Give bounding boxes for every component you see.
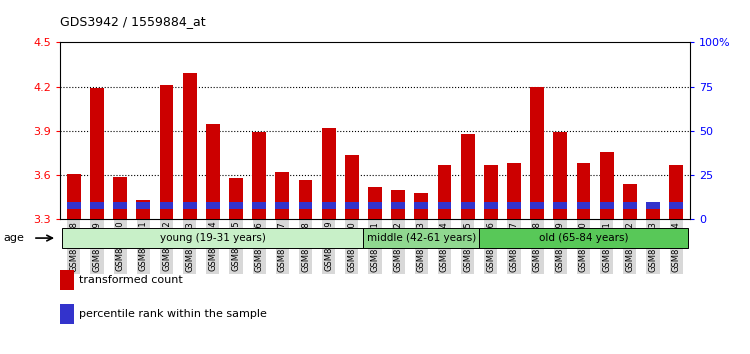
Text: GDS3942 / 1559884_at: GDS3942 / 1559884_at [60, 15, 206, 28]
Bar [437, 165, 452, 219]
Bar [646, 202, 660, 209]
Bar [136, 200, 150, 219]
Bar [554, 202, 567, 209]
Bar [229, 178, 243, 219]
Bar [229, 202, 243, 209]
Bar [364, 228, 479, 248]
Bar [136, 202, 150, 209]
Bar [479, 228, 688, 248]
Bar [206, 202, 220, 209]
Bar [252, 202, 266, 209]
Bar [183, 202, 196, 209]
Bar [669, 202, 683, 209]
Bar [554, 132, 567, 219]
Bar [600, 202, 613, 209]
Text: middle (42-61 years): middle (42-61 years) [367, 233, 476, 243]
Bar [206, 124, 220, 219]
Bar [484, 202, 498, 209]
Bar [392, 202, 405, 209]
Bar [577, 202, 590, 209]
Bar [392, 190, 405, 219]
Bar [322, 128, 335, 219]
Bar [90, 202, 104, 209]
Bar [577, 164, 590, 219]
Bar [622, 184, 637, 219]
Bar [113, 177, 128, 219]
Bar [275, 202, 290, 209]
Bar [646, 203, 660, 219]
Bar [368, 202, 382, 209]
Text: young (19-31 years): young (19-31 years) [160, 233, 266, 243]
Bar [507, 164, 521, 219]
Bar [160, 202, 173, 209]
Bar [90, 88, 104, 219]
Bar [60, 304, 74, 324]
Bar [183, 73, 196, 219]
Bar [62, 228, 364, 248]
Bar [507, 202, 521, 209]
Bar [322, 202, 335, 209]
Bar [460, 134, 475, 219]
Bar [113, 202, 128, 209]
Bar [345, 155, 358, 219]
Bar [530, 202, 544, 209]
Bar [414, 193, 428, 219]
Bar [345, 202, 358, 209]
Bar [298, 202, 313, 209]
Bar [368, 187, 382, 219]
Bar [669, 165, 683, 219]
Text: transformed count: transformed count [79, 275, 183, 285]
Bar [160, 85, 173, 219]
Text: old (65-84 years): old (65-84 years) [538, 233, 628, 243]
Bar [298, 179, 313, 219]
Bar [460, 202, 475, 209]
Bar [275, 172, 290, 219]
Bar [600, 152, 613, 219]
Bar [252, 132, 266, 219]
Text: age: age [4, 233, 25, 243]
Text: percentile rank within the sample: percentile rank within the sample [79, 309, 267, 319]
Bar [60, 270, 74, 290]
Bar [67, 202, 81, 209]
Bar [437, 202, 452, 209]
Bar [530, 87, 544, 219]
Bar [414, 202, 428, 209]
Bar [484, 165, 498, 219]
Bar [67, 174, 81, 219]
Bar [622, 202, 637, 209]
